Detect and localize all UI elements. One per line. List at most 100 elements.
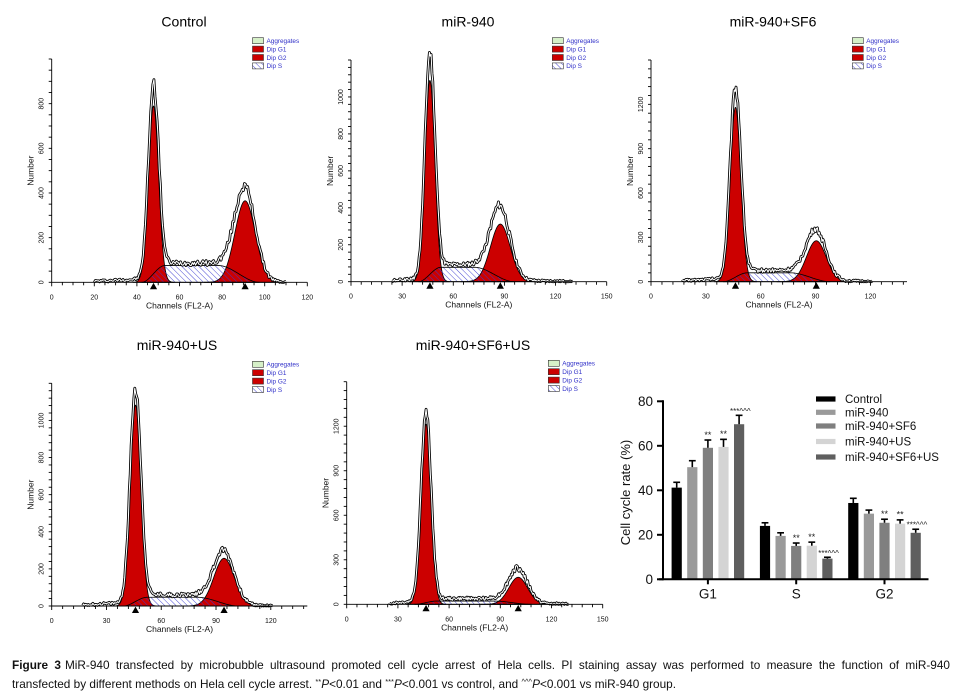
y-tick-label: 0 — [334, 602, 341, 606]
legend-swatch-dip-s — [252, 62, 264, 70]
legend-swatch-dip-g1 — [551, 45, 564, 53]
bar-mir-940-sf6-us-g1 — [734, 424, 745, 580]
x-tick-label: 30 — [103, 618, 111, 625]
y-tick-label: 600 — [334, 509, 341, 521]
y-tick-label: 1000 — [39, 413, 46, 429]
x-axis-label: Channels (FL2-A) — [146, 624, 213, 634]
y-tick-label: 400 — [39, 187, 46, 199]
legend-label: Aggregates — [566, 38, 599, 45]
y-tick-label: 1200 — [638, 96, 645, 112]
legend-label: Dip G2 — [267, 55, 287, 62]
legend-swatch-dip-g1 — [851, 45, 864, 53]
y-tick-label: 0 — [645, 572, 653, 587]
dip-g1-peak — [113, 404, 158, 607]
legend-label: Control — [845, 394, 882, 406]
legend-label: Dip G1 — [566, 46, 586, 53]
y-tick-label: 200 — [39, 563, 46, 575]
panel-title: miR-940+US — [137, 337, 218, 353]
legend-label: Dip S — [866, 63, 882, 70]
bar-mir-940-g1 — [687, 467, 698, 580]
y-tick-label: 600 — [338, 165, 345, 177]
bar-control-g2 — [848, 502, 859, 580]
x-tick-label: 60 — [176, 294, 184, 301]
y-tick-label: 400 — [39, 526, 46, 538]
dip-s-region — [722, 272, 831, 283]
bar-control-g1 — [671, 487, 682, 580]
y-axis-label: Number — [625, 156, 635, 186]
legend-swatch-dip-g1 — [252, 45, 264, 53]
y-tick-label: 20 — [638, 528, 653, 543]
legend-label: miR-940+US — [845, 437, 911, 449]
panel-title: miR-940 — [442, 14, 495, 30]
significance-label: ** — [793, 533, 801, 543]
legend-swatch-dip-g2 — [252, 377, 264, 385]
model-fit-trace — [82, 387, 273, 607]
bar-mir-940-sf6-us-s — [822, 558, 833, 580]
legend-swatch-dip-g2 — [252, 54, 264, 61]
x-tick-label: 120 — [301, 294, 313, 301]
x-tick-label: 60 — [445, 616, 453, 623]
y-tick-label: 0 — [39, 604, 46, 608]
significance-label: ** — [720, 429, 728, 439]
legend-label: Aggregates — [267, 38, 300, 45]
x-tick-label: 60 — [449, 294, 457, 301]
legend-label: Dip S — [267, 387, 283, 394]
p-symbol: P — [393, 676, 402, 691]
x-tick-label: 0 — [349, 294, 353, 301]
x-axis-label: Channels (FL2-A) — [441, 622, 508, 632]
x-axis-label: Channels (FL2-A) — [445, 300, 512, 310]
y-tick-label: 60 — [638, 439, 653, 454]
x-tick-label: 0 — [50, 618, 54, 625]
legend-label: miR-940+SF6 — [845, 421, 916, 433]
legend-swatch-mir-940-sf6 — [816, 423, 836, 429]
legend-label: Dip S — [267, 63, 283, 70]
caption-line-1-text: Figure 3 MiR-940 transfected by microbubb… — [12, 656, 950, 675]
legend-swatch-control — [816, 396, 836, 402]
bar-mir-940-sf6-s — [791, 545, 802, 580]
legend-swatch-dip-s — [547, 385, 560, 392]
bar-chart-cell-cycle-rate: ***************^^^***^^^***^^^020406080G… — [618, 394, 939, 601]
caption-text: transfected by different methods on Hela… — [12, 676, 316, 691]
legend-label: Dip G1 — [267, 46, 287, 53]
x-tick-label: 60 — [757, 294, 765, 301]
y-tick-label: 1200 — [334, 418, 341, 434]
legend-swatch-aggregates — [551, 37, 564, 45]
y-axis-label: Number — [26, 479, 36, 509]
significance-label: ***^^^ — [907, 521, 928, 530]
x-tick-label: 120 — [550, 294, 562, 301]
x-tick-label: 20 — [90, 294, 98, 301]
model-fit-trace — [391, 51, 573, 283]
model-fit-trace — [388, 408, 569, 605]
y-axis-label: Number — [321, 478, 331, 508]
x-tick-label: 30 — [394, 616, 402, 623]
significance-label: ** — [897, 510, 905, 520]
x-tick-label: 60 — [157, 618, 165, 625]
legend-label: miR-940+SF6+US — [845, 452, 939, 464]
x-tick-label: 30 — [398, 294, 406, 301]
legend-label: miR-940 — [845, 408, 888, 420]
x-tick-label: 90 — [812, 294, 820, 301]
panel-title: miR-940+SF6 — [730, 14, 817, 30]
bar-mir-940-sf6-us-g2 — [910, 532, 921, 580]
model-fit-trace — [93, 79, 287, 283]
legend-swatch-dip-g2 — [551, 54, 564, 61]
histogram-panel-control: Control 0 20 40 60 80 100 120 0 200 400 600 800 Chann… — [26, 14, 314, 311]
legend-swatch-mir-940-sf6-us — [816, 454, 836, 460]
x-tick-label: 30 — [702, 294, 710, 301]
legend-swatch-dip-g2 — [851, 54, 864, 61]
bar-control-s — [759, 525, 771, 580]
legend-label: Dip G2 — [562, 377, 582, 384]
y-tick-label: 300 — [638, 231, 645, 243]
dip-s-region — [418, 266, 515, 283]
significance-label: ***^^^ — [730, 407, 751, 416]
histogram-panel-mir-940-us: miR-940+US 0 30 60 90 120 0 200 400 600 800 1000 Cha… — [26, 337, 308, 634]
legend-swatch-mir-940-us — [816, 438, 836, 445]
significance-label: ** — [704, 430, 712, 440]
legend-label: Dip G2 — [566, 55, 586, 62]
legend-label: Dip G2 — [866, 55, 886, 62]
significance-label: ***^^^ — [818, 549, 839, 558]
dip-g1-peak — [713, 107, 758, 283]
